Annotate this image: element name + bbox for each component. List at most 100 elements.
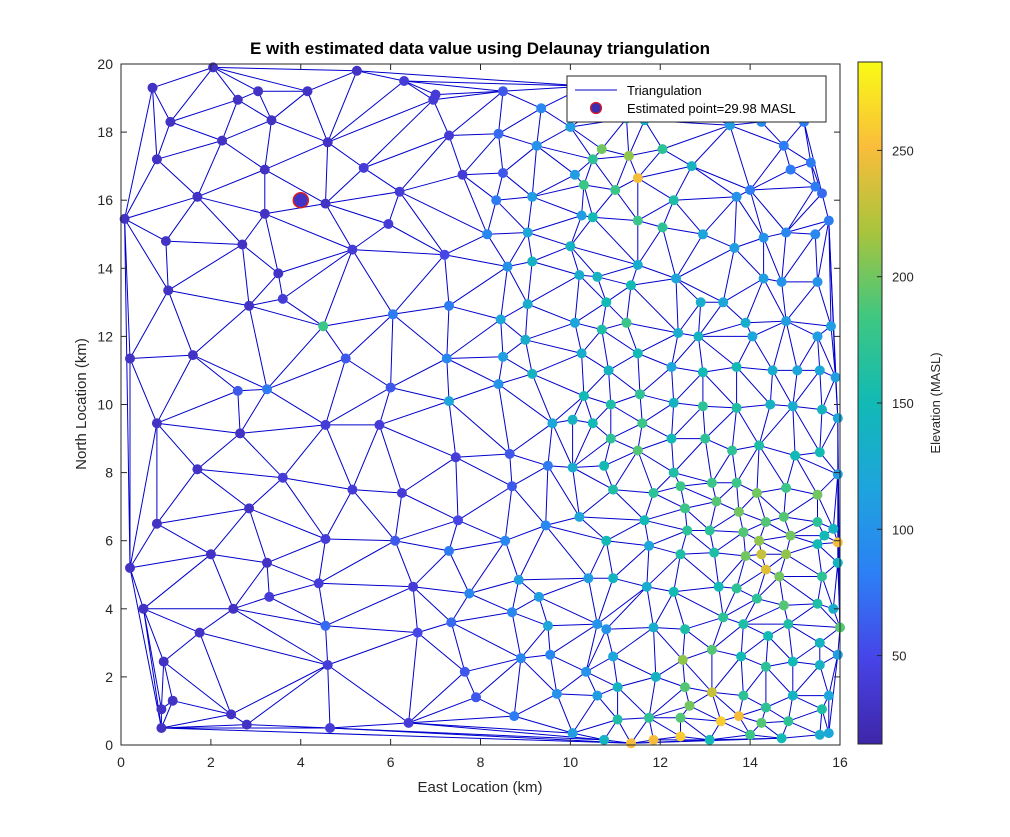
data-point	[587, 212, 598, 223]
data-point	[767, 365, 778, 376]
data-point	[632, 215, 643, 226]
triangulation-edge	[547, 623, 598, 627]
data-point	[567, 728, 578, 739]
data-point	[259, 208, 270, 219]
data-point	[810, 229, 821, 240]
triangulation-edge	[718, 586, 724, 618]
triangulation-edge	[662, 226, 703, 235]
triangulation-edge	[671, 332, 679, 368]
data-point	[605, 433, 616, 444]
triangulation-edge	[413, 586, 470, 594]
triangulation-edge	[232, 562, 268, 610]
data-point	[491, 195, 502, 206]
triangulation-edge	[448, 305, 501, 320]
triangulation-edge	[240, 424, 326, 434]
data-point	[731, 191, 742, 202]
triangulation-edge	[756, 492, 767, 523]
triangulation-edge	[444, 254, 508, 268]
triangulation-edge	[697, 336, 704, 373]
triangulation-edge	[282, 477, 326, 540]
data-point	[493, 128, 504, 139]
triangulation-edge	[720, 720, 751, 736]
triangulation-edge	[803, 121, 812, 163]
triangulation-edge	[613, 489, 654, 494]
data-point	[675, 549, 686, 560]
triangulation-edge	[601, 118, 627, 150]
triangulation-edge	[363, 135, 450, 169]
triangulation-edge	[325, 489, 353, 540]
triangulation-edge	[199, 632, 232, 715]
triangulation-edge	[675, 278, 702, 303]
triangulation-edge	[581, 353, 585, 397]
data-point	[441, 353, 452, 364]
data-point	[500, 535, 511, 546]
data-point	[668, 397, 679, 408]
triangulation-edge	[448, 90, 504, 136]
triangulation-edge	[606, 627, 654, 630]
triangulation-edge	[124, 87, 153, 220]
data-point	[756, 717, 767, 728]
data-point	[675, 481, 686, 492]
triangulation-edge	[352, 249, 445, 256]
triangulation-edge	[637, 148, 663, 179]
data-point	[320, 620, 331, 631]
triangulation-edge	[518, 577, 589, 581]
triangulation-edge	[532, 196, 582, 216]
data-point	[608, 573, 619, 584]
data-point	[387, 309, 398, 320]
triangulation-edge	[388, 223, 445, 256]
data-point	[493, 379, 504, 390]
triangulation-edge	[729, 125, 751, 191]
triangulation-edge	[698, 336, 737, 368]
triangulation-edge	[673, 196, 737, 201]
data-point	[731, 402, 742, 413]
triangulation-edge	[156, 390, 238, 424]
triangulation-edge	[736, 196, 765, 238]
data-point	[320, 534, 331, 544]
triangulation-edge	[785, 186, 816, 233]
data-point	[747, 331, 758, 342]
triangulation-edge	[653, 627, 657, 677]
triangulation-edge	[266, 562, 319, 584]
data-point	[125, 562, 135, 573]
data-point	[450, 452, 461, 463]
triangulation-edge	[230, 664, 328, 715]
triangulation-edge	[248, 273, 279, 307]
triangulation-edge	[819, 664, 830, 696]
triangulation-edge	[736, 407, 760, 446]
triangulation-edge	[271, 119, 328, 143]
triangulation-edge	[783, 121, 805, 147]
triangulation-edge	[653, 492, 686, 509]
triangulation-edge	[763, 237, 783, 283]
triangulation-edge	[781, 232, 787, 282]
triangulation-edge	[783, 145, 812, 164]
data-point	[259, 164, 270, 175]
triangulation-edge	[498, 384, 511, 454]
data-point	[547, 418, 558, 429]
plot-area	[121, 64, 840, 745]
triangulation-edge	[572, 465, 605, 468]
triangulation-edge	[673, 371, 704, 404]
data-point	[704, 525, 715, 536]
triangulation-edge	[264, 141, 328, 171]
triangulation-edge	[399, 174, 463, 193]
triangulation-edge	[129, 553, 211, 569]
triangulation-edge	[630, 278, 677, 286]
triangulation-edge	[572, 719, 618, 734]
triangulation-edge	[646, 545, 650, 587]
data-point	[119, 213, 130, 224]
triangulation-edge	[412, 550, 450, 588]
colorbar-tick-label: 150	[892, 396, 914, 411]
data-point	[621, 317, 632, 328]
triangulation-edge	[628, 119, 645, 157]
triangulation-edge	[505, 524, 546, 542]
triangulation-edge	[212, 66, 259, 92]
data-point	[832, 649, 843, 660]
triangulation-edge	[817, 544, 823, 577]
triangulation-edge	[152, 87, 158, 160]
triangulation-edge	[124, 218, 131, 568]
data-point	[729, 242, 740, 253]
triangulation-edge	[740, 635, 769, 657]
data-point	[583, 573, 594, 584]
data-point	[581, 666, 592, 677]
